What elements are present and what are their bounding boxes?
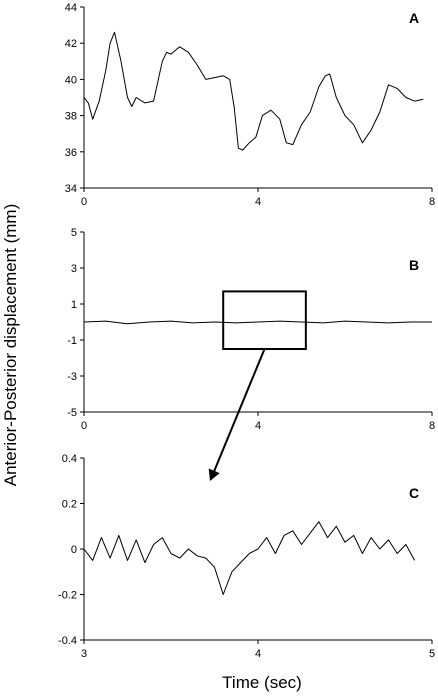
y-tick-label: 3 [71,263,77,275]
y-tick-label: -0.4 [58,635,77,647]
y-tick-label: 42 [65,38,77,50]
panel-label: A [409,10,419,26]
x-tick-label: 8 [429,420,435,432]
y-axis-title: Anterior-Posterior displacement (mm) [1,204,20,486]
y-tick-label: -0.2 [58,590,77,602]
x-tick-label: 3 [81,648,87,660]
y-tick-label: 0 [71,544,77,556]
x-tick-label: 8 [429,196,435,208]
y-tick-label: 1 [71,299,77,311]
y-tick-label: 36 [65,147,77,159]
y-tick-label: 0.4 [62,453,77,465]
y-tick-label: 38 [65,111,77,123]
y-tick-label: 44 [65,2,77,14]
panel-c-chart: -0.4 -0.2 0 0.2 0.4 3 4 5 C [58,453,435,660]
zoom-box [222,290,307,350]
panel-label: B [409,257,419,273]
zoom-arrow-line [212,348,266,475]
series-line [83,320,432,325]
y-tick-label: -3 [67,371,77,383]
series-line [83,31,424,151]
zoom-link [208,348,266,481]
panel-b-chart: -5 -3 -1 1 3 5 0 4 8 B [67,227,435,432]
x-tick-label: 4 [255,648,261,660]
y-tick-label: 34 [65,183,77,195]
x-tick-label: 4 [255,420,261,432]
x-axis-title: Time (sec) [222,673,302,692]
y-tick-label: 0.2 [62,499,77,511]
x-tick-label: 0 [81,420,87,432]
series-line [83,521,416,595]
x-tick-label: 0 [81,196,87,208]
y-tick-label: 40 [65,74,77,86]
y-tick-label: 5 [71,227,77,239]
x-tick-label: 4 [255,196,261,208]
panel-a-chart: 34 36 38 40 42 44 0 4 8 A [65,2,435,208]
zoom-arrow-head [208,468,220,481]
x-tick-label: 5 [429,648,435,660]
y-tick-label: -1 [67,335,77,347]
panel-label: C [409,485,419,501]
y-tick-label: -5 [67,407,77,419]
